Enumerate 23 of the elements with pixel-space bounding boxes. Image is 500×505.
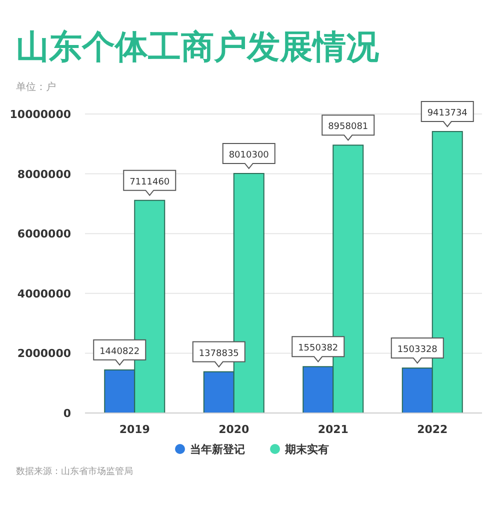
y-tick-label: 4000000 <box>17 287 72 300</box>
data-label: 1440822 <box>100 346 140 357</box>
legend-label: 期末实有 <box>284 443 329 456</box>
y-tick-label: 0 <box>63 407 72 420</box>
data-label: 1550382 <box>298 344 338 354</box>
data-label: 7111460 <box>130 177 170 188</box>
legend-label: 当年新登记 <box>190 443 245 456</box>
y-tick-label: 2000000 <box>17 347 72 360</box>
data-label: 9413734 <box>427 108 468 119</box>
data-label: 1378835 <box>198 348 239 359</box>
data-label: 1503328 <box>397 345 438 356</box>
title: 山东个体工商户发展情况 <box>16 27 379 66</box>
y-tick-label: 8000000 <box>17 168 72 181</box>
x-tick-label: 2019 <box>119 423 150 436</box>
text: 单位：户 <box>16 81 56 93</box>
data-label: 8958081 <box>328 122 368 132</box>
data-label: 8010300 <box>228 150 270 160</box>
x-tick-label: 2022 <box>417 423 448 436</box>
source-note: 数据来源：山东省市场监管局 <box>16 466 133 477</box>
x-tick-label: 2021 <box>318 423 348 436</box>
y-tick-label: 10000000 <box>10 108 72 121</box>
y-tick-label: 6000000 <box>17 228 72 241</box>
x-tick-label: 2020 <box>218 423 250 436</box>
